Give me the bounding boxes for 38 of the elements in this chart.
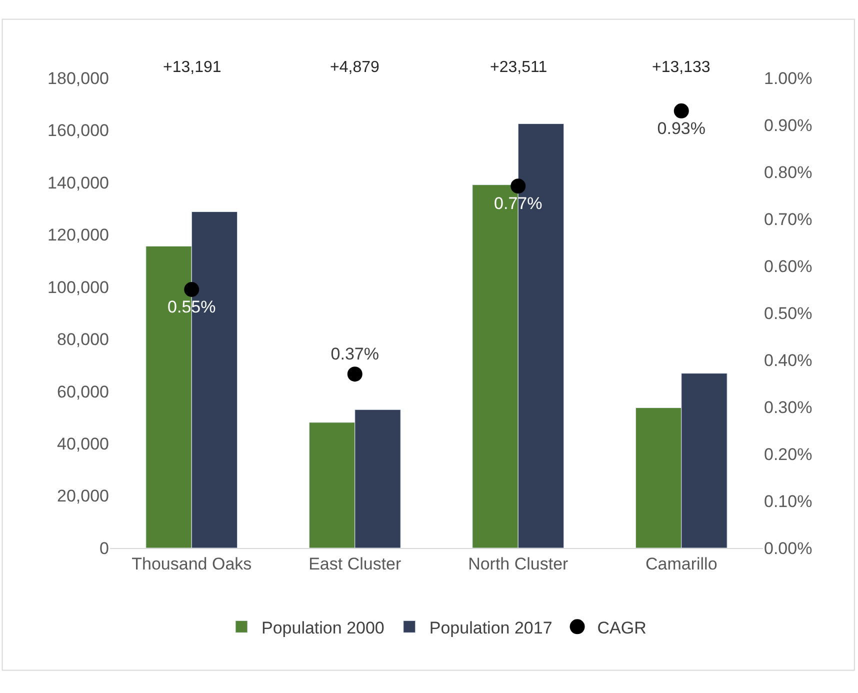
y-tick-label: 20,000 [57, 486, 109, 506]
y-tick-label: 160,000 [48, 121, 109, 140]
y2-tick-label: 0.10% [764, 492, 812, 511]
y2-tick-label: 0.40% [764, 350, 812, 370]
data-label: 0.93% [657, 119, 706, 138]
text: +4,879 [330, 59, 380, 76]
y-tick-label: 100,000 [48, 278, 109, 297]
y-tick-label: 60,000 [57, 382, 109, 402]
y2-tick-label: 0.00% [764, 538, 812, 558]
y2-tick-label: 0.30% [764, 398, 812, 417]
point [510, 178, 526, 194]
x-tick-label: Thousand Oaks [132, 554, 252, 574]
x-tick-label: East Cluster [308, 554, 402, 574]
y2-tick-label: 0.90% [764, 116, 812, 135]
y-tick-label: 120,000 [48, 226, 109, 245]
y-tick-label: 180,000 [48, 68, 109, 88]
y2-tick-label: 0.50% [764, 304, 812, 323]
y2-tick-label: 1.00% [764, 68, 812, 88]
data-label: 0.37% [330, 344, 379, 364]
y-tick-label: 140,000 [48, 173, 109, 192]
text: +13,191 [163, 59, 222, 76]
x-tick-label: Camarillo [645, 554, 718, 574]
y-tick-label: 0 [100, 538, 109, 558]
y2-tick-label: 0.60% [764, 256, 812, 276]
point [674, 103, 689, 118]
y2-tick-label: 0.80% [764, 162, 812, 182]
legend-label: Population 2017 [429, 618, 552, 638]
x-tick-label: North Cluster [468, 554, 569, 574]
y2-tick-label: 0.20% [764, 444, 812, 464]
text: +13,133 [652, 59, 710, 76]
y-tick-label: 80,000 [57, 330, 109, 350]
y2-tick-label: 0.70% [764, 210, 812, 229]
point [184, 282, 200, 297]
text: +23,511 [490, 59, 548, 76]
point [347, 366, 362, 382]
y-tick-label: 40,000 [57, 434, 109, 454]
legend-label: Population 2000 [262, 618, 384, 638]
legend-label: CAGR [597, 618, 646, 638]
